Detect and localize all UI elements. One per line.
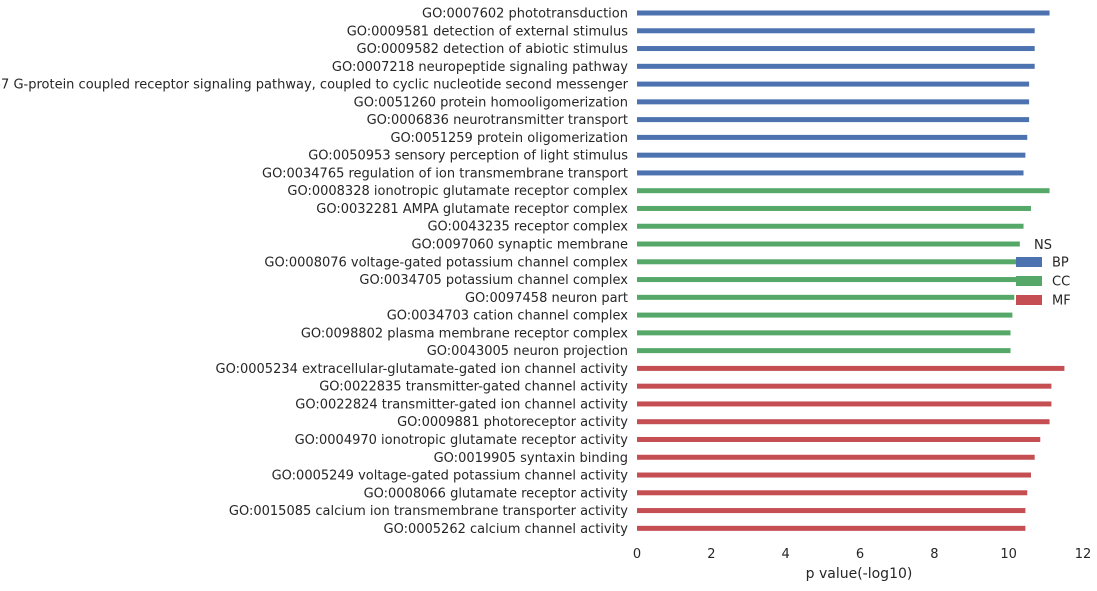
category-label: GO:0051260 protein homooligomerization (354, 95, 628, 110)
category-label: GO:0005234 extracellular-glutamate-gated… (216, 362, 629, 377)
x-tick-label: 10 (1000, 547, 1017, 562)
bar-mf (637, 401, 1052, 407)
bar-cc (637, 241, 1020, 247)
category-label: GO:0034765 regulation of ion transmembra… (262, 166, 628, 181)
bar-bp (637, 99, 1030, 105)
category-label: GO:0034705 potassium channel complex (359, 273, 628, 288)
bars-layer (637, 10, 1065, 531)
category-label: GO:0009581 detection of external stimulu… (347, 24, 629, 39)
bar-bp (637, 46, 1035, 52)
bar-bp (637, 10, 1050, 16)
x-tick-label: 0 (633, 547, 641, 562)
bar-cc (637, 277, 1017, 283)
category-label: GO:0098802 plasma membrane receptor comp… (301, 326, 628, 341)
category-label: GO:0009582 detection of abiotic stimulus (357, 42, 629, 57)
category-labels: GO:0007602 phototransduction GO:0009581 d… (0, 7, 629, 537)
bar-bp (637, 63, 1035, 69)
category-label: GO:0022824 transmitter-gated ion channel… (295, 397, 628, 412)
legend: NS BP CC MF (1016, 238, 1071, 309)
bar-cc (637, 223, 1024, 229)
x-axis-ticks: 0 2 4 6 8 10 12 (633, 547, 1091, 562)
bar-mf (637, 454, 1035, 460)
bar-mf (637, 383, 1052, 389)
category-label: GO:0008076 voltage-gated potassium chann… (264, 255, 628, 270)
category-label: GO:0008328 ionotropic glutamate receptor… (287, 184, 628, 199)
category-label: GO:0022835 transmitter-gated channel act… (319, 380, 628, 395)
legend-swatch-mf (1016, 295, 1042, 305)
legend-label-mf: MF (1052, 294, 1071, 309)
x-tick-label: 12 (1075, 547, 1092, 562)
legend-label-bp: BP (1052, 256, 1069, 271)
bar-bp (637, 134, 1028, 140)
bar-cc (637, 294, 1015, 300)
category-label: GO:0005262 calcium channel activity (384, 522, 629, 537)
bar-cc (637, 330, 1011, 336)
category-label: GO:0008066 glutamate receptor activity (364, 486, 629, 501)
category-label: GO:0007218 neuropeptide signaling pathwa… (332, 60, 628, 75)
bar-bp (637, 28, 1035, 34)
category-label: GO:0043005 neuron projection (427, 344, 628, 359)
category-label: GO:0097458 neuron part (465, 291, 628, 306)
category-label: GO:0009881 photoreceptor activity (397, 415, 628, 430)
bar-mf (637, 525, 1026, 531)
category-label: GO:0005249 voltage-gated potassium chann… (272, 469, 629, 484)
category-label: GO:0032281 AMPA glutamate receptor compl… (316, 202, 628, 217)
legend-title: NS (1034, 238, 1052, 253)
bar-mf (637, 365, 1065, 371)
bar-bp (637, 117, 1030, 123)
category-label: GO:0034703 cation channel complex (387, 309, 629, 324)
category-label: GO:0097060 synaptic membrane (411, 238, 628, 253)
bar-bp (637, 81, 1030, 87)
category-label: GO:0007187 G-protein coupled receptor si… (0, 78, 629, 93)
bar-mf (637, 508, 1026, 514)
x-tick-label: 4 (782, 547, 790, 562)
bar-cc (637, 188, 1050, 194)
bar-bp (637, 170, 1024, 176)
bar-mf (637, 490, 1028, 496)
category-label: GO:0004970 ionotropic glutamate receptor… (295, 433, 629, 448)
category-label: GO:0050953 sensory perception of light s… (308, 149, 628, 164)
legend-label-cc: CC (1052, 275, 1070, 290)
legend-swatch-cc (1016, 276, 1042, 286)
bar-mf (637, 472, 1031, 478)
category-label: GO:0043235 receptor complex (427, 220, 628, 235)
bar-cc (637, 348, 1011, 354)
x-axis-label: p value(-log10) (806, 566, 913, 582)
category-label: GO:0006836 neurotransmitter transport (367, 113, 628, 128)
category-label: GO:0015085 calcium ion transmembrane tra… (229, 504, 628, 519)
category-label: GO:0019905 syntaxin binding (434, 451, 628, 466)
category-label: GO:0051259 protein oligomerization (390, 131, 628, 146)
category-label: GO:0007602 phototransduction (422, 7, 628, 22)
bar-mf (637, 436, 1041, 442)
bar-bp (637, 152, 1026, 158)
bar-cc (637, 312, 1013, 318)
bar-mf (637, 419, 1050, 425)
x-tick-label: 6 (856, 547, 864, 562)
x-tick-label: 2 (707, 547, 715, 562)
legend-swatch-bp (1016, 257, 1042, 267)
bar-cc (637, 205, 1031, 211)
bar-cc (637, 259, 1020, 265)
x-tick-label: 8 (930, 547, 938, 562)
